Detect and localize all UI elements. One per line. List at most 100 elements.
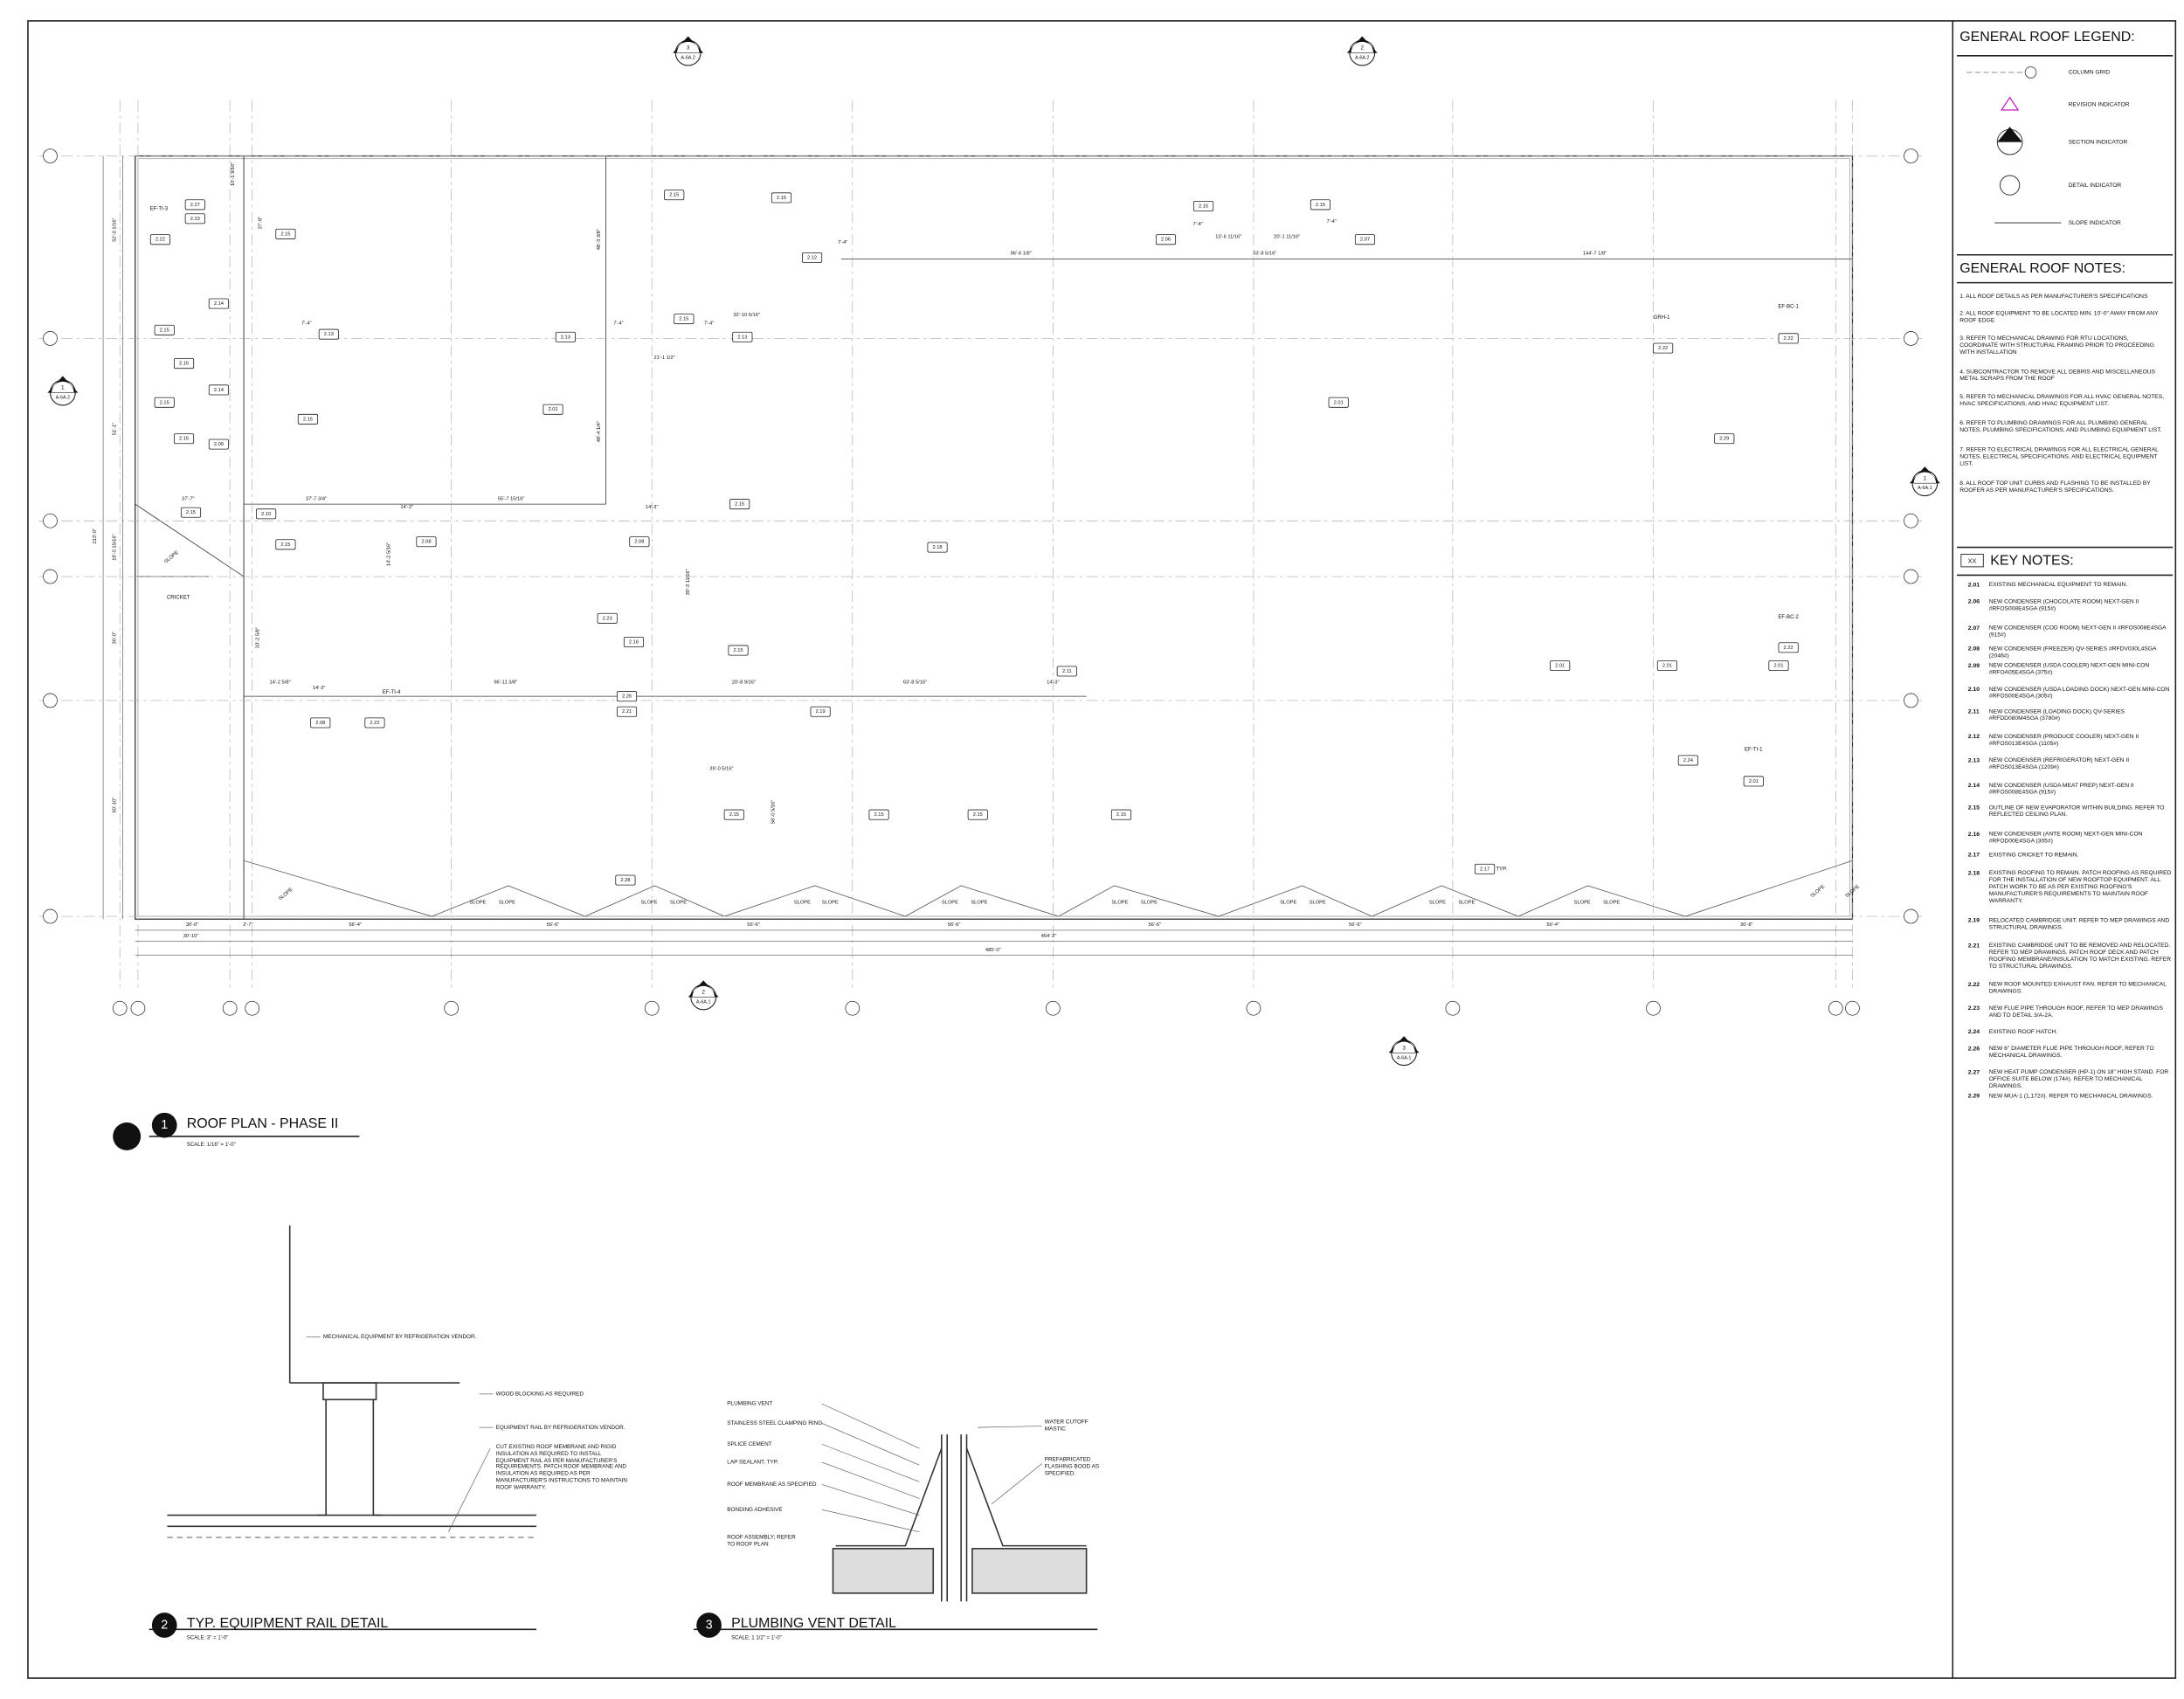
key-note-code: 2.27 <box>1968 1069 1980 1075</box>
key-note-text: NEW CONDENSER (USDA COOLER) NEXT-GEN MIN… <box>1988 661 2150 676</box>
column-bubble <box>245 1000 260 1016</box>
notes-title: GENERAL ROOF NOTES: <box>1959 261 2125 276</box>
general-note: 8. ALL ROOF TOP UNIT CURBS AND FLASHING … <box>1959 479 2151 494</box>
equipment-tag: 2.15 <box>669 193 679 198</box>
dimension: 14'-3" <box>400 505 413 510</box>
row-bubble <box>43 331 58 346</box>
flashing-boot <box>835 1447 1087 1547</box>
equipment-tag: 2.01 <box>1555 664 1565 669</box>
slope-label: SLOPE <box>794 901 811 906</box>
key-note-text: NEW CONDENSER (LOADING DOCK) QV-SERIES #… <box>1988 707 2125 722</box>
section-number: 3 <box>687 45 690 52</box>
equipment-tag: 2.15 <box>874 812 884 818</box>
tag-box <box>1550 660 1571 672</box>
equipment-tag: 2.13 <box>561 335 570 340</box>
tag-box <box>416 536 437 548</box>
tag-box <box>364 717 385 729</box>
detail-title: PLUMBING VENT DETAIL <box>731 1616 896 1631</box>
tag-box <box>801 252 823 263</box>
dimension: 10'-1 9/16" <box>231 162 236 186</box>
equipment-tag: 2.23 <box>190 217 200 222</box>
dimension: 14'-3" <box>313 686 326 691</box>
dimension: 48'-4 1/4" <box>597 421 602 442</box>
general-note: 6. REFER TO PLUMBING DRAWINGS FOR ALL PL… <box>1959 418 2162 433</box>
row-bubble <box>43 148 58 163</box>
key-note-code: 2.10 <box>1968 687 1980 693</box>
key-note-code: 2.11 <box>1968 708 1980 715</box>
key-note-text: NEW CONDENSER (USDA LOADING DOCK) NEXT-G… <box>1988 685 2170 700</box>
plan-label: GRH-1 <box>1654 315 1670 321</box>
dimension: 7'-4" <box>301 321 311 326</box>
equipment-tag: 2.21 <box>622 709 632 715</box>
dimension: 56'-6" <box>1349 922 1362 928</box>
slope-label: SLOPE <box>1141 901 1158 906</box>
equipment-tag: 2.15 <box>733 648 743 653</box>
key-note-text-box: NEW CONDENSER (LOADING DOCK) QV-SERIES #… <box>1988 707 2125 722</box>
key-note-text-box: NEW 6" DIAMETER FLUE PIPE THROUGH ROOF, … <box>1989 1045 2154 1059</box>
tag-box <box>1328 397 1349 408</box>
key-note-text: NEW CONDENSER (ANTE ROOM) NEXT-GEN MINI-… <box>1988 830 2143 845</box>
dimension: 48'-3 3/8" <box>597 229 602 250</box>
detail-label: ROOF ASSEMBLY; REFER TO ROOF PLAN <box>727 1534 796 1547</box>
leader <box>821 1484 920 1516</box>
equipment-tag: 2.09 <box>214 442 224 447</box>
detail-number-bg <box>696 1613 722 1638</box>
equipment-tag: 2.15 <box>679 317 688 322</box>
equipment-tag: 2.17 <box>1480 867 1489 872</box>
dimension: 30'-8" <box>1740 922 1753 928</box>
equipment-tag: 2.15 <box>186 510 196 515</box>
general-note-box: 3. REFER TO MECHANICAL DRAWING FOR RTU L… <box>1959 335 2154 356</box>
dimension: 18'-0 15/16" <box>112 534 117 560</box>
key-note-text-box: NEW HEAT PUMP CONDENSER (HP-1) ON 18" HI… <box>1989 1068 2169 1089</box>
equipment-tag: 2.15 <box>160 328 169 333</box>
column-bubble <box>1246 1000 1261 1016</box>
roof-outline <box>135 155 1854 920</box>
row-bubble <box>43 569 58 584</box>
leader <box>821 1509 920 1532</box>
dimension: 37'-7 3/4" <box>306 496 327 501</box>
plan-label: CRICKET <box>167 596 190 601</box>
key-note-text-box: EXISTING MECHANICAL EQUIPMENT TO REMAIN. <box>1989 581 2128 588</box>
dimension: 14'-3" <box>1047 680 1060 686</box>
equipment-tag: 2.08 <box>315 721 325 726</box>
dimension: 37'-8" <box>259 217 264 230</box>
key-note-text-box: NEW CONDENSER (USDA MEAT PREP) NEXT-GEN … <box>1989 781 2134 795</box>
row-bubble <box>43 693 58 708</box>
key-note-text-box: NEW ROOF MOUNTED EXHAUST FAN. REFER TO M… <box>1989 980 2167 994</box>
key-note-text-box: EXISTING ROOFING TO REMAIN. PATCH ROOFIN… <box>1989 869 2172 904</box>
row-bubble <box>1904 148 1918 163</box>
key-note-text: NEW CONDENSER (FREEZER) QV-SERIES #RFDV0… <box>1988 645 2157 660</box>
north-arrow <box>113 1122 142 1150</box>
dimension: 56'-6" <box>547 922 560 928</box>
detail-title: ROOF PLAN - PHASE II <box>187 1116 339 1131</box>
tag-box <box>868 809 889 820</box>
tag-box <box>729 499 750 510</box>
key-note-code: 2.13 <box>1968 757 1980 763</box>
key-note-code: 2.15 <box>1968 805 1980 811</box>
detail-scale: SCALE: 1/16" = 1'-0" <box>187 1143 236 1148</box>
key-note-text: NEW CONDENSER (CHOCOLATE ROOM) NEXT-GEN … <box>1988 597 2139 611</box>
legend-item: DETAIL INDICATOR <box>2069 183 2122 189</box>
legend-symbol <box>2001 96 2020 111</box>
key-note-text-box: NEW CONDENSER (USDA LOADING DOCK) NEXT-G… <box>1988 685 2170 700</box>
general-note: 5. REFER TO MECHANICAL DRAWINGS FOR ALL … <box>1959 392 2165 407</box>
key-note-text-box: NEW CONDENSER (CHOCOLATE ROOM) NEXT-GEN … <box>1988 597 2139 611</box>
tag-box <box>1778 642 1799 653</box>
column-bubble <box>1845 1000 1860 1016</box>
column-bubble <box>444 1000 460 1016</box>
section-sheet: A-6A.1 <box>696 1000 711 1005</box>
detail-label-box: PREFABRICATED FLASHING BOOD AS SPECIFIED… <box>1045 1457 1099 1476</box>
section-sheet: A-6A.2 <box>56 396 71 401</box>
equipment-tag: 2.15 <box>1199 204 1208 209</box>
row-bubble <box>1904 513 1918 528</box>
legend-item: SLOPE INDICATOR <box>2069 220 2121 226</box>
row-bubble <box>43 908 58 924</box>
section-number: 1 <box>61 385 65 391</box>
dimension: 7'-4" <box>1327 219 1337 224</box>
key-note-text-box: EXISTING CRICKET TO REMAIN. <box>1989 851 2079 858</box>
plan-label: EF-BC-2 <box>1778 615 1799 620</box>
general-note-box: 4. SUBCONTRACTOR TO REMOVE ALL DEBRIS AN… <box>1959 368 2155 382</box>
dimension: 56'-6" <box>747 922 760 928</box>
tag-box <box>173 358 195 369</box>
key-note-code: 2.07 <box>1968 625 1980 632</box>
